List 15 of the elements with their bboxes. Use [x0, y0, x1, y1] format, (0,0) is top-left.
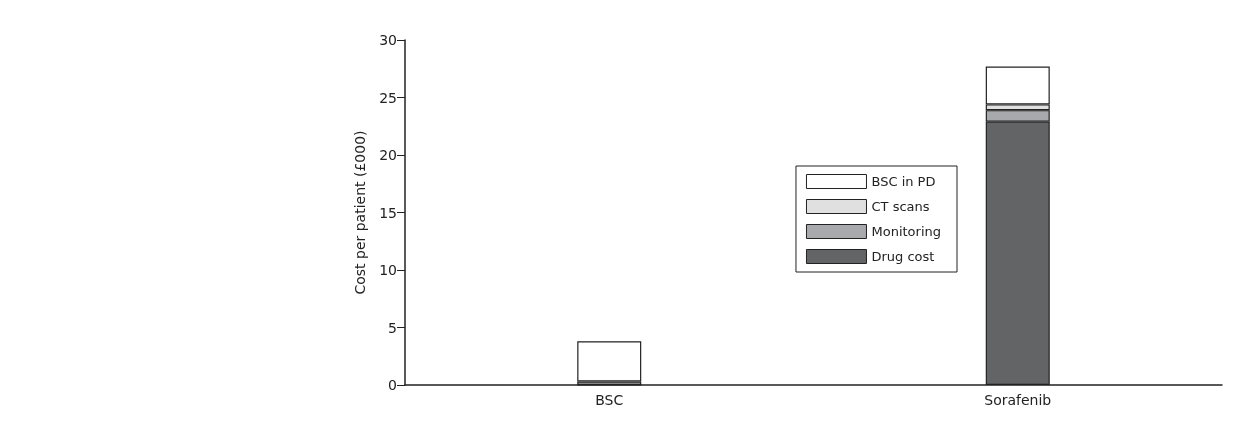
legend-label: Drug cost: [871, 249, 935, 264]
x-tick-label: BSC: [595, 392, 624, 408]
bar: [577, 341, 642, 382]
y-tick-label: 30: [379, 32, 397, 48]
legend-label: BSC in PD: [871, 174, 936, 189]
y-tick-label: 10: [379, 262, 397, 278]
x-tick-label: Sorafenib: [984, 392, 1052, 408]
y-tick-label: 5: [388, 319, 397, 336]
legend-label: Monitoring: [871, 224, 942, 239]
y-tick-label: 0: [388, 377, 397, 393]
legend-label: CT scans: [871, 199, 930, 214]
y-tick-label: 15: [379, 204, 397, 221]
y-tick-label: 25: [379, 89, 397, 106]
y-tick-label: 20: [379, 147, 397, 163]
y-axis-title: Cost per patient (£000): [352, 130, 368, 295]
